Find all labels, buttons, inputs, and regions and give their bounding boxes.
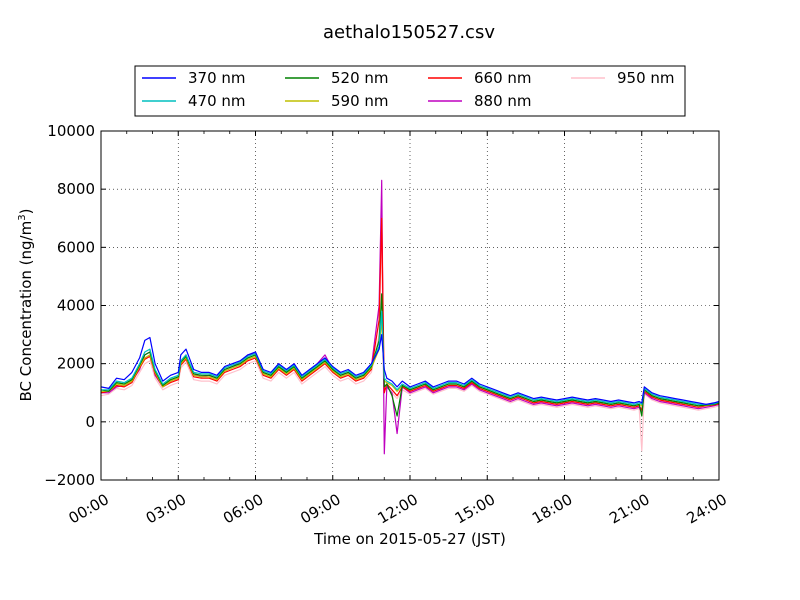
legend-label: 520 nm xyxy=(331,69,389,87)
y-axis-label-suffix: ) xyxy=(17,209,35,215)
y-tick-label: 6000 xyxy=(57,238,95,256)
y-tick-label: 10000 xyxy=(47,122,95,140)
y-tick-label: 4000 xyxy=(57,297,95,315)
y-axis-label-main: BC Concentration (ng/m xyxy=(17,221,35,402)
y-tick-label: −2000 xyxy=(44,471,95,489)
series-line-880-nm xyxy=(101,179,720,455)
series-line-950-nm xyxy=(100,246,720,452)
legend-label: 470 nm xyxy=(188,92,246,110)
legend-label: 880 nm xyxy=(474,92,532,110)
series-line-370-nm xyxy=(100,334,720,405)
series-line-660-nm xyxy=(100,217,720,411)
y-axis-label: BC Concentration (ng/m3) xyxy=(17,209,35,402)
x-axis-label: Time on 2015-05-27 (JST) xyxy=(313,530,506,548)
legend-label: 950 nm xyxy=(617,69,675,87)
y-axis-label-superscript: 3 xyxy=(17,214,28,220)
plot-series xyxy=(100,179,720,455)
legend-label: 660 nm xyxy=(474,69,532,87)
y-tick-label: 2000 xyxy=(57,355,95,373)
legend-box xyxy=(134,65,686,117)
legend: 370 nm 470 nm 520 nm 590 nm 660 nm 880 nm 950 … xyxy=(134,65,686,117)
y-tick-label: 0 xyxy=(85,413,95,431)
series-line-520-nm xyxy=(100,293,720,417)
legend-label: 370 nm xyxy=(188,69,246,87)
y-tick-label: 8000 xyxy=(57,180,95,198)
legend-label: 590 nm xyxy=(331,92,389,110)
series-line-470-nm xyxy=(101,310,720,405)
chart-title: aethalo150527.csv xyxy=(323,22,495,43)
